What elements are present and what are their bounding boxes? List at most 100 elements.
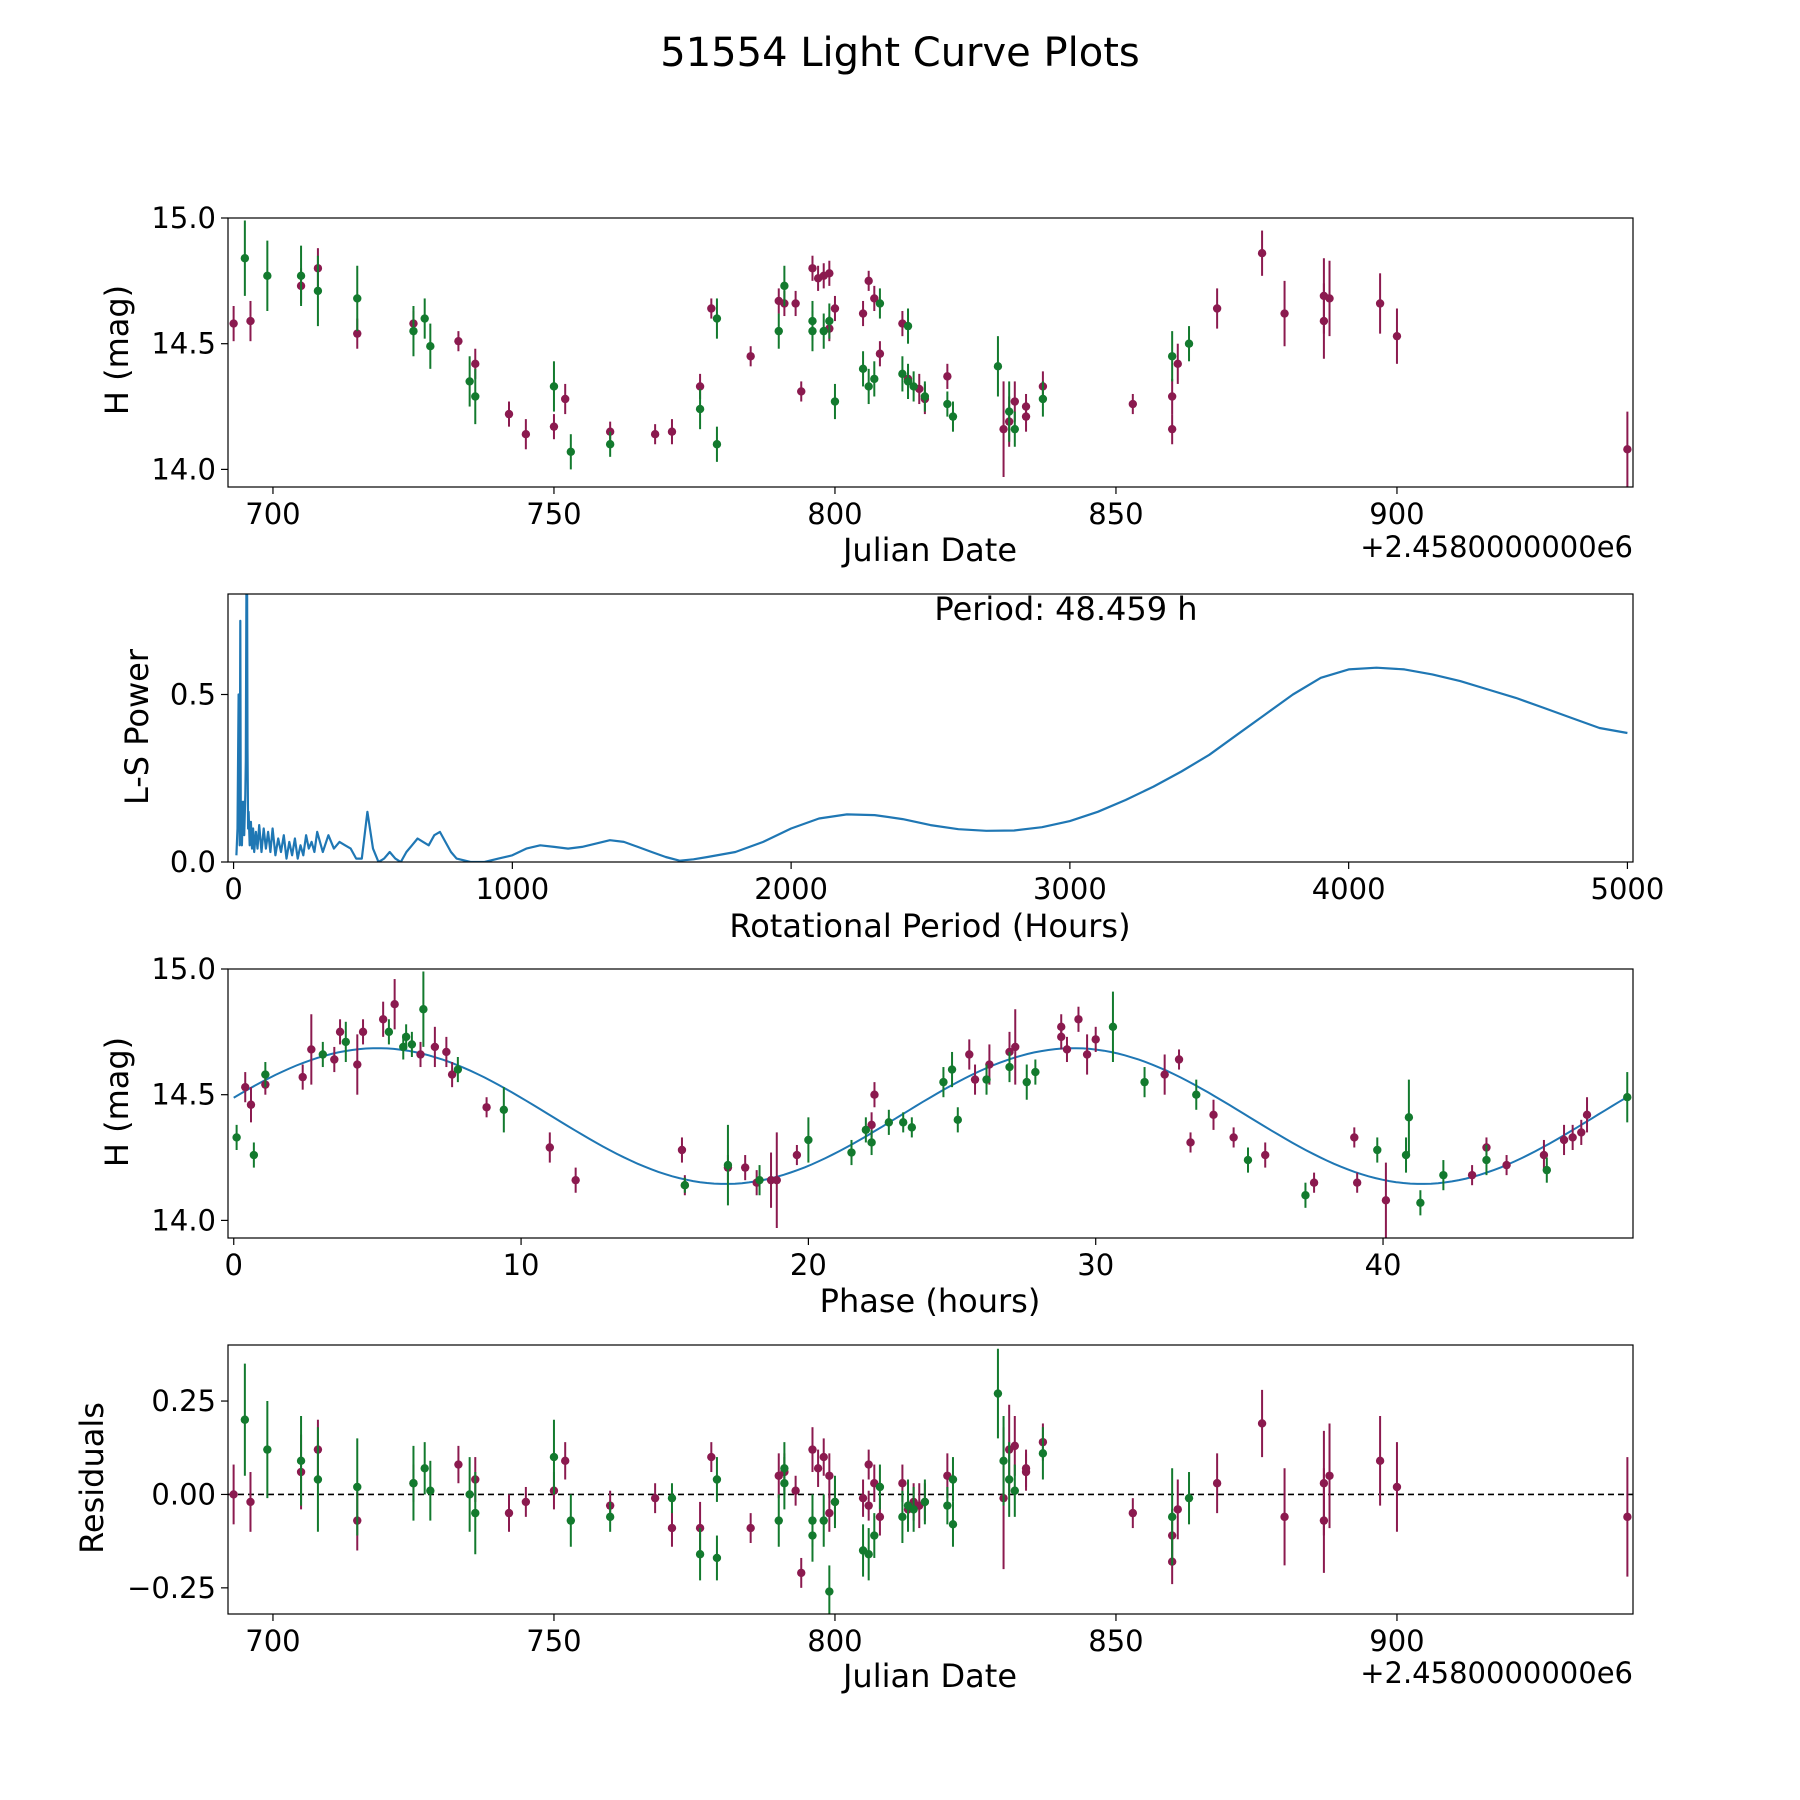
res-xtick-label: 800	[807, 1624, 862, 1658]
lc-data-point	[830, 397, 840, 406]
res-data-point	[296, 1456, 306, 1466]
res-data-point	[864, 1550, 873, 1559]
lc-data-point	[313, 286, 323, 296]
phase-data-point	[1539, 1150, 1549, 1160]
lc-data-point	[825, 316, 834, 326]
res-data-point	[1021, 1464, 1031, 1473]
period-annotation: Period: 48.459 h	[934, 590, 1197, 628]
phase-xtick-label: 10	[503, 1248, 540, 1282]
ls-ylabel: L-S Power	[118, 648, 156, 805]
res-data-point	[898, 1479, 907, 1488]
lc-data-point	[1212, 304, 1222, 313]
res-data-point	[943, 1501, 952, 1510]
res-data-point	[1010, 1486, 1019, 1495]
lc-data-point	[426, 342, 435, 351]
phase-data-point	[419, 1005, 428, 1014]
lc-axes-frame	[227, 217, 1634, 488]
res-xlabel: Julian Date	[841, 1657, 1017, 1695]
res-data-point	[1392, 1482, 1402, 1492]
phase-data-point	[1091, 1035, 1100, 1044]
phase-ytick-label: 15.0	[151, 952, 216, 986]
phase-data-point	[1404, 1113, 1414, 1122]
lc-data-point	[1128, 399, 1138, 409]
res-data-point	[898, 1512, 907, 1522]
ls-xlabel: Rotational Period (Hours)	[729, 907, 1130, 945]
res-data-point	[864, 1460, 873, 1469]
lc-data-point	[898, 369, 907, 379]
lc-data-point	[1280, 309, 1289, 318]
lc-data-point	[420, 314, 429, 323]
res-data-point	[1623, 1512, 1632, 1522]
res-data-point	[313, 1475, 323, 1484]
res-data-point	[825, 1471, 834, 1480]
phase-data-point	[330, 1055, 339, 1064]
phase-data-point	[482, 1103, 491, 1112]
res-data-point	[875, 1512, 885, 1522]
phase-data-point	[1502, 1160, 1511, 1170]
lc-data-point	[1021, 402, 1031, 411]
lc-data-point	[797, 387, 806, 396]
phase-data-point	[1467, 1170, 1477, 1180]
res-data-point	[1375, 1456, 1385, 1466]
lc-data-point	[875, 299, 885, 308]
phase-data-point	[545, 1143, 554, 1152]
phase-data-point	[358, 1027, 368, 1037]
phase-data-point	[982, 1075, 991, 1084]
res-data-point	[263, 1445, 272, 1454]
res-data-point	[246, 1497, 255, 1507]
res-data-point	[695, 1550, 705, 1559]
phase-data-point	[1352, 1178, 1362, 1187]
lc-data-point	[870, 294, 879, 303]
res-data-point	[471, 1508, 480, 1518]
phase-xlabel: Phase (hours)	[820, 1282, 1041, 1320]
lc-data-point	[1325, 294, 1334, 303]
model-fit-curve	[233, 1047, 1627, 1185]
res-xtick-label: 750	[526, 1624, 581, 1658]
res-data-point	[353, 1482, 362, 1492]
lc-data-point	[943, 372, 952, 381]
lc-data-point	[1004, 407, 1014, 416]
ls-xtick-label: 2000	[754, 872, 828, 906]
res-data-point	[948, 1520, 958, 1529]
lc-data-point	[943, 399, 952, 409]
lc-ytick-label: 15.0	[151, 201, 216, 235]
ls-xtick-label: 0	[224, 872, 242, 906]
lc-data-point	[780, 281, 789, 291]
phase-data-point	[1559, 1135, 1569, 1145]
res-data-point	[1167, 1512, 1177, 1522]
res-plot-area	[228, 1348, 1633, 1614]
lc-data-point	[454, 336, 463, 346]
lc-data-point	[566, 447, 576, 457]
phase-data-point	[677, 1145, 687, 1155]
phase-data-point	[1350, 1133, 1359, 1142]
ls-xtick-label: 5000	[1591, 872, 1665, 906]
res-data-point	[819, 1516, 828, 1525]
residuals-panel: Julian Date Residuals +2.4580000000e6 70…	[73, 1344, 1634, 1695]
res-data-point	[566, 1516, 576, 1525]
phase-data-point	[847, 1148, 856, 1157]
phase-data-point	[907, 1123, 917, 1132]
res-data-point	[1038, 1449, 1048, 1458]
phase-data-point	[884, 1118, 894, 1127]
phase-data-point	[1192, 1090, 1201, 1099]
res-data-point	[712, 1475, 722, 1484]
phase-data-point	[232, 1133, 241, 1142]
phase-ytick-label: 14.5	[151, 1078, 216, 1112]
phase-xtick-label: 0	[225, 1248, 243, 1282]
res-data-point	[825, 1587, 834, 1596]
phase-data-point	[680, 1181, 690, 1190]
lc-data-point	[808, 264, 817, 273]
lc-data-point	[695, 404, 705, 414]
lc-data-point	[296, 271, 306, 281]
res-data-point	[561, 1456, 570, 1466]
res-data-point	[780, 1479, 789, 1488]
lc-data-point	[808, 326, 817, 336]
phase-data-point	[307, 1045, 316, 1054]
phase-ytick-label: 14.0	[151, 1203, 216, 1237]
phase-data-point	[1074, 1015, 1083, 1024]
lc-data-point	[712, 314, 722, 323]
phase-data-point	[1005, 1062, 1014, 1072]
lc-data-point	[1184, 339, 1194, 348]
res-data-point	[1004, 1475, 1014, 1484]
phase-data-point	[1022, 1077, 1031, 1087]
